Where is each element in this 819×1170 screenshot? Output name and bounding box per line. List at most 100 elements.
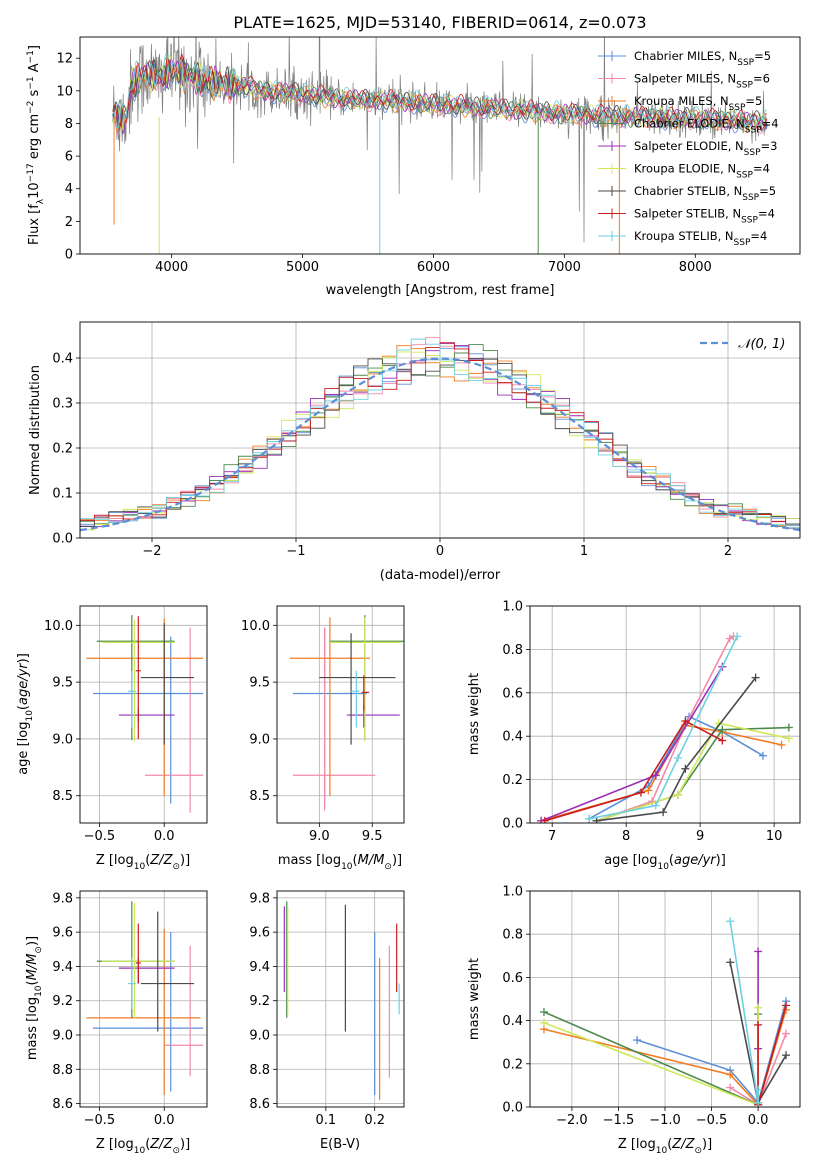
legend-label: Salpeter ELODIE, NSSP=3 bbox=[634, 139, 777, 158]
weight_vs_Z-line-chabrier-miles bbox=[636, 1000, 787, 1105]
mass_vs_Z-ylabel: mass [log10(M/M⊙)] bbox=[25, 936, 44, 1060]
age_vs_Z-xtick-label: −0.5 bbox=[84, 829, 116, 844]
weight_vs_Z-ytick-label: 0.2 bbox=[502, 1057, 523, 1072]
weight_vs_age-line-salpeter-miles bbox=[596, 635, 734, 822]
weight_vs_age-xlabel: age [log10(age/yr)] bbox=[604, 853, 726, 872]
residuals-ytick-label: 0.0 bbox=[52, 532, 73, 547]
legend-label: Salpeter STELIB, NSSP=4 bbox=[634, 207, 775, 226]
mass_vs_Z-xlabel: Z [log10(Z/Z⊙)] bbox=[96, 1137, 190, 1156]
spectrum-title: PLATE=1625, MJD=53140, FIBERID=0614, z=0… bbox=[233, 13, 646, 32]
spectrum-ytick-label: 2 bbox=[65, 215, 73, 230]
spectrum-ylabel: Flux [fλ10−17 erg cm−2 s−1 A−1] bbox=[26, 45, 46, 245]
residuals-frame bbox=[79, 321, 801, 539]
spectrum-ytick-label: 6 bbox=[65, 150, 73, 165]
weight_vs_age-line-kroupa-elodie bbox=[596, 722, 790, 822]
legend-label: Kroupa ELODIE, NSSP=4 bbox=[634, 162, 770, 181]
age_vs_mass-xtick-label: 9.5 bbox=[362, 829, 383, 844]
residuals-ylabel: Normed distribution bbox=[28, 365, 43, 495]
residuals-xlabel: (data-model)/error bbox=[380, 568, 501, 583]
weight_vs_age-line-salpeter-stelib bbox=[544, 719, 723, 822]
mass_vs_ebv-ytick-label: 9.6 bbox=[249, 926, 270, 941]
spectrum-xtick-label: 7000 bbox=[548, 260, 581, 275]
spectrum-xlabel: wavelength [Angstrom, rest frame] bbox=[326, 283, 555, 298]
mass_vs_ebv-ytick-label: 9.0 bbox=[249, 1029, 270, 1044]
residuals-plot bbox=[80, 337, 800, 532]
weight_vs_Z-line-chabrier-elodie bbox=[543, 1011, 759, 1107]
mass_vs_Z-axes: −0.5 0.0 8.6 8.8 9.0 9.2 9.4 9.6 9.8 bbox=[52, 891, 207, 1128]
weight_vs_Z-ytick-label: 0.8 bbox=[502, 928, 523, 943]
weight_vs_age-line-kroupa-stelib bbox=[589, 636, 738, 820]
mass_vs_Z-ytick-label: 9.8 bbox=[52, 891, 73, 906]
weight_vs_Z-xtick-label: −1.0 bbox=[649, 1113, 681, 1128]
weight_vs_Z-frame bbox=[529, 890, 801, 1108]
age_vs_mass-xlabel: mass [log10(M/M⊙)] bbox=[278, 853, 402, 872]
mass_vs_Z-frame bbox=[79, 890, 208, 1108]
age_vs_Z-frame bbox=[79, 605, 208, 824]
weight_vs_Z-xlabel: Z [log10(Z/Z⊙)] bbox=[618, 1137, 712, 1156]
spectrum-ytick-label: 8 bbox=[65, 117, 73, 132]
mass_vs_Z-xtick-label: 0.0 bbox=[154, 1113, 175, 1128]
mass_vs_ebv-ytick-label: 9.8 bbox=[249, 891, 270, 906]
weight_vs_age-ytick-label: 0.4 bbox=[502, 730, 523, 745]
age_vs_mass-ytick-label: 9.0 bbox=[249, 732, 270, 747]
weight_vs_Z-xtick-label: −0.5 bbox=[696, 1113, 728, 1128]
weight_vs_age-xtick-label: 8 bbox=[622, 829, 630, 844]
age_vs_mass-ytick-label: 9.5 bbox=[249, 676, 270, 691]
weight_vs_age-ytick-label: 0.6 bbox=[502, 686, 523, 701]
spectrum-model-salpeter-stelib bbox=[112, 53, 768, 131]
weight_vs_age-ytick-label: 0.0 bbox=[502, 817, 523, 832]
weight_vs_Z-plot bbox=[539, 917, 791, 1107]
weight_vs_age-line-chabrier-miles bbox=[588, 715, 764, 820]
residuals-ytick-label: 0.2 bbox=[52, 442, 73, 457]
spectrum-frame bbox=[79, 36, 801, 255]
residuals-xtick-label: 0 bbox=[436, 544, 444, 559]
spectrum-xtick-label: 8000 bbox=[679, 260, 712, 275]
weight_vs_Z-xtick-label: 0.0 bbox=[748, 1113, 769, 1128]
weight_vs_Z-ytick-label: 1.0 bbox=[502, 885, 523, 900]
spectrum-plot bbox=[112, 37, 768, 254]
residuals-normal-curve bbox=[80, 357, 800, 532]
weight_vs_age-frame bbox=[529, 605, 801, 824]
age_vs_mass-frame bbox=[276, 605, 405, 824]
age_vs_Z-ytick-label: 9.5 bbox=[52, 676, 73, 691]
spectrum-ytick-label: 12 bbox=[56, 52, 73, 67]
weight_vs_age-ytick-label: 0.8 bbox=[502, 643, 523, 658]
spectrum-axes: 4000 5000 6000 7000 8000 0 2 4 6 8 10 12 bbox=[56, 52, 711, 275]
mass_vs_ebv-ytick-label: 8.8 bbox=[249, 1063, 270, 1078]
age_vs_Z-xtick-label: 0.0 bbox=[154, 829, 175, 844]
mass_vs_Z-xtick-label: −0.5 bbox=[84, 1113, 116, 1128]
mass_vs_ebv-ytick-label: 9.4 bbox=[249, 960, 270, 975]
residuals-xtick-label: 1 bbox=[580, 544, 588, 559]
spectrum-xtick-label: 5000 bbox=[286, 260, 319, 275]
mass_vs_ebv-xtick-label: 0.1 bbox=[316, 1113, 337, 1128]
age_vs_Z-ytick-label: 8.5 bbox=[52, 789, 73, 804]
mass_vs_ebv-ytick-label: 8.6 bbox=[249, 1097, 270, 1112]
spectrum-model-salpeter-miles bbox=[112, 59, 768, 136]
mass_vs_Z-ytick-label: 9.4 bbox=[52, 960, 73, 975]
spectrum-model-kroupa-stelib bbox=[112, 52, 768, 131]
weight_vs_Z-xtick-label: −1.5 bbox=[603, 1113, 635, 1128]
mass_vs_Z-ytick-label: 9.2 bbox=[52, 994, 73, 1009]
residuals-xtick-label: −2 bbox=[142, 544, 161, 559]
spectrum-ytick-label: 0 bbox=[65, 248, 73, 263]
mass_vs_Z-ytick-label: 8.8 bbox=[52, 1063, 73, 1078]
residuals-ytick-label: 0.1 bbox=[52, 487, 73, 502]
weight_vs_age-line-chabrier-elodie bbox=[596, 726, 789, 822]
spectrum-xtick-label: 6000 bbox=[417, 260, 450, 275]
weight_vs_age-line-chabrier-stelib bbox=[596, 677, 757, 822]
legend-label: Chabrier STELIB, NSSP=5 bbox=[634, 184, 776, 203]
mass_vs_ebv-frame bbox=[276, 890, 405, 1108]
age_vs_Z-ylabel: age [log10(age/yr)] bbox=[16, 653, 35, 775]
legend-label: Kroupa STELIB, NSSP=4 bbox=[634, 229, 767, 248]
spectrum-legend: Chabrier MILES, NSSP=5 Salpeter MILES, NS… bbox=[598, 49, 779, 248]
weight_vs_age-plot bbox=[537, 632, 793, 823]
age_vs_Z-plot bbox=[86, 615, 204, 813]
weight_vs_age-xtick-label: 7 bbox=[548, 829, 556, 844]
legend-label: Chabrier MILES, NSSP=5 bbox=[634, 49, 771, 68]
mass_vs_ebv-ytick-label: 9.2 bbox=[249, 994, 270, 1009]
spectrum-ytick-label: 10 bbox=[56, 84, 73, 99]
mass_vs_ebv-axes: 0.1 0.2 8.6 8.8 9.0 9.2 9.4 9.6 9.8 bbox=[249, 891, 404, 1128]
weight_vs_Z-xtick-label: −2.0 bbox=[556, 1113, 588, 1128]
age_vs_mass-xtick-label: 9.0 bbox=[309, 829, 330, 844]
